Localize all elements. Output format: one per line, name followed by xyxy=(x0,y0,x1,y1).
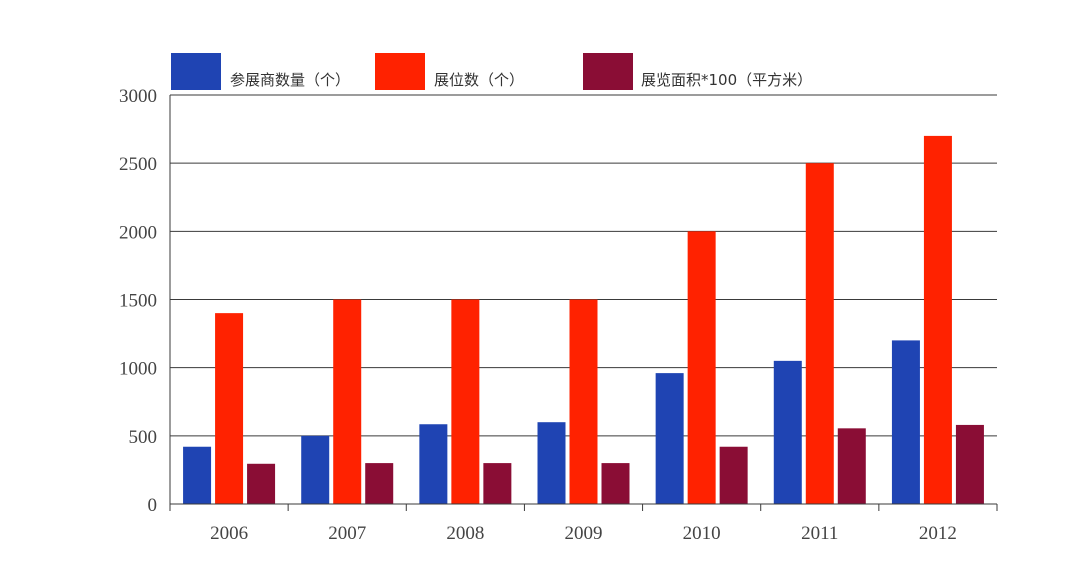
y-tick-label: 2000 xyxy=(119,222,157,243)
bar xyxy=(923,135,952,504)
bar xyxy=(719,446,748,504)
bar xyxy=(655,373,684,504)
legend-swatch xyxy=(171,53,221,90)
bar xyxy=(365,463,394,504)
bar xyxy=(773,360,802,504)
x-tick-label: 2011 xyxy=(801,523,838,544)
legend-label: 参展商数量（个） xyxy=(230,71,350,89)
y-tick-label: 2500 xyxy=(119,154,157,175)
bar xyxy=(601,463,630,504)
x-tick-label: 2010 xyxy=(683,523,721,544)
bars xyxy=(183,135,984,505)
bar xyxy=(333,299,362,504)
legend-label: 展位数（个） xyxy=(434,71,524,89)
bar xyxy=(687,231,716,505)
bar xyxy=(805,163,834,504)
x-tick-label: 2008 xyxy=(446,523,484,544)
bar xyxy=(451,299,480,504)
y-axis: 0 500 1000 1500 2000 2500 3000 xyxy=(119,86,171,516)
legend-swatch xyxy=(583,53,633,90)
legend: 参展商数量（个） 展位数（个） 展览面积*100（平方米） xyxy=(171,53,812,90)
y-tick-label: 0 xyxy=(148,495,158,516)
x-tick-label: 2007 xyxy=(328,523,366,544)
bar xyxy=(955,424,984,504)
bar xyxy=(247,463,276,504)
y-tick-label: 1000 xyxy=(119,359,157,380)
y-tick-label: 1500 xyxy=(119,291,157,312)
x-tick-label: 2009 xyxy=(565,523,603,544)
bar xyxy=(837,428,866,504)
x-tick-label: 2012 xyxy=(919,523,957,544)
legend-label: 展览面积*100（平方米） xyxy=(641,71,812,89)
bar xyxy=(569,299,598,504)
bar xyxy=(215,313,244,504)
x-axis: 2006 2007 2008 2009 2010 2011 2012 xyxy=(169,503,998,544)
bar xyxy=(419,424,448,504)
bar xyxy=(301,435,330,504)
y-tick-label: 3000 xyxy=(119,86,157,107)
x-tick-label: 2006 xyxy=(210,523,248,544)
legend-swatch xyxy=(375,53,425,90)
bar xyxy=(891,340,920,504)
bar xyxy=(537,422,566,504)
bar xyxy=(183,446,212,504)
bar xyxy=(483,463,512,504)
y-tick-label: 500 xyxy=(129,427,158,448)
